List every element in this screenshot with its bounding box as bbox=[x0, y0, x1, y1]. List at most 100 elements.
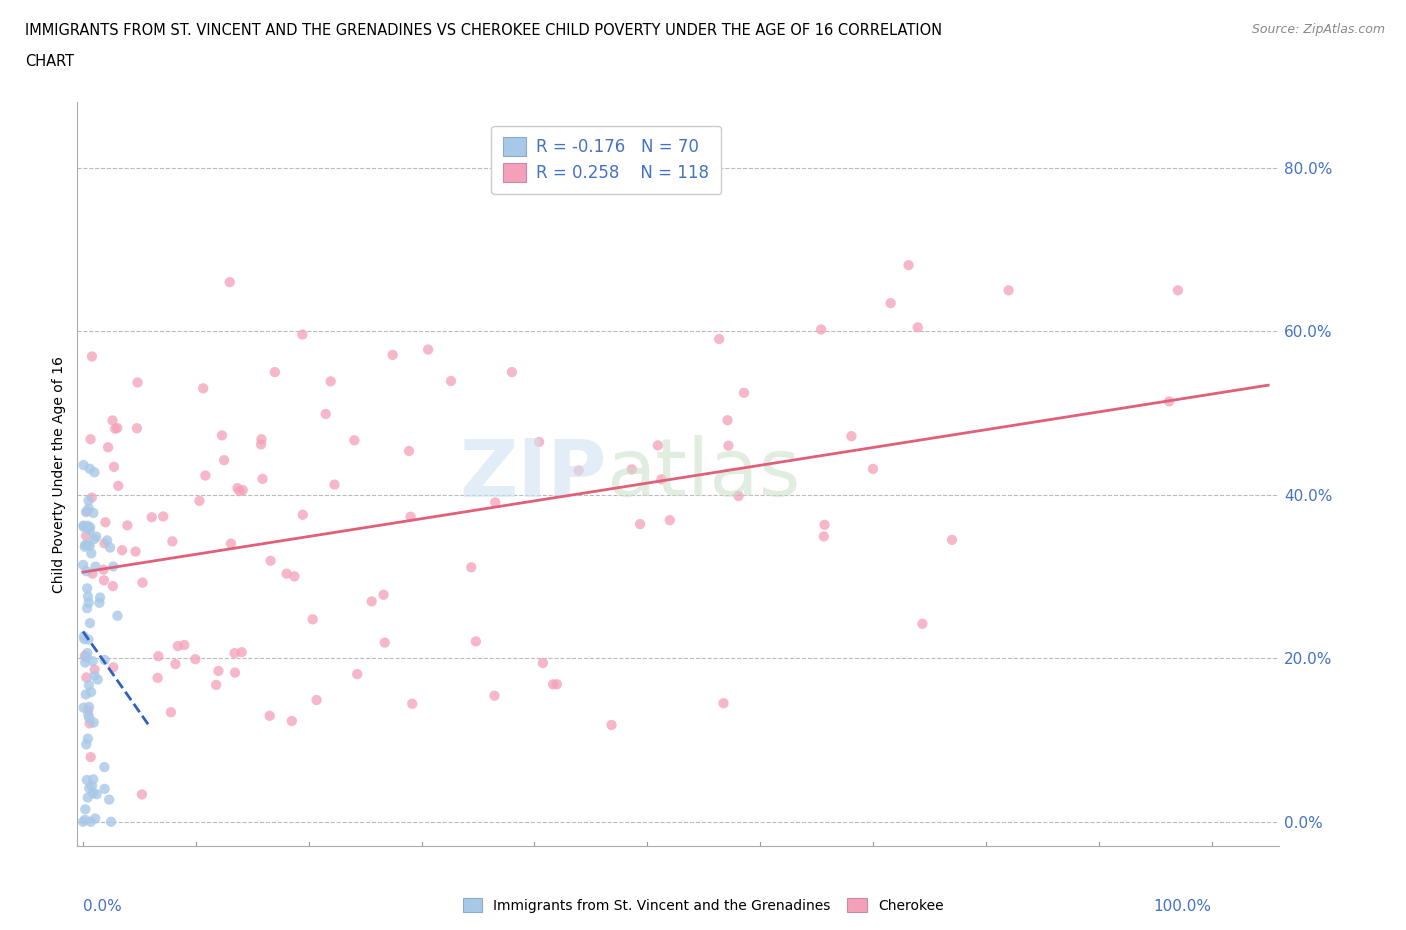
Point bbox=[250, 437, 273, 452]
Point bbox=[381, 348, 404, 363]
Point bbox=[131, 575, 153, 590]
Point bbox=[810, 322, 832, 337]
Text: CHART: CHART bbox=[25, 54, 75, 69]
Point bbox=[93, 781, 115, 796]
Point bbox=[193, 381, 215, 396]
Point bbox=[911, 617, 934, 631]
Point bbox=[620, 462, 643, 477]
Point bbox=[319, 374, 342, 389]
Point bbox=[440, 374, 463, 389]
Point bbox=[104, 421, 127, 436]
Point bbox=[897, 258, 920, 272]
Point bbox=[73, 648, 96, 663]
Point bbox=[103, 459, 125, 474]
Point bbox=[72, 518, 94, 533]
Point bbox=[79, 538, 101, 553]
Point bbox=[228, 484, 250, 498]
Point bbox=[647, 438, 669, 453]
Point bbox=[82, 786, 104, 801]
Point bbox=[79, 432, 101, 446]
Point bbox=[1167, 283, 1189, 298]
Point bbox=[124, 544, 146, 559]
Point bbox=[73, 631, 96, 646]
Point bbox=[75, 687, 97, 702]
Point bbox=[89, 595, 111, 610]
Point bbox=[716, 413, 738, 428]
Point bbox=[79, 523, 101, 538]
Point bbox=[464, 634, 486, 649]
Point bbox=[86, 672, 108, 687]
Point bbox=[77, 595, 100, 610]
Point bbox=[72, 458, 94, 472]
Point bbox=[127, 375, 149, 390]
Point bbox=[105, 420, 128, 435]
Point bbox=[75, 655, 97, 670]
Point bbox=[111, 543, 134, 558]
Point bbox=[224, 645, 246, 660]
Point bbox=[117, 518, 139, 533]
Point bbox=[399, 510, 422, 525]
Point bbox=[76, 601, 98, 616]
Point bbox=[77, 711, 100, 725]
Point bbox=[82, 654, 104, 669]
Point bbox=[707, 332, 730, 347]
Point bbox=[305, 693, 328, 708]
Point bbox=[226, 481, 249, 496]
Point bbox=[374, 635, 396, 650]
Point bbox=[484, 495, 506, 510]
Point bbox=[323, 477, 346, 492]
Point bbox=[281, 713, 304, 728]
Point bbox=[77, 708, 100, 723]
Point bbox=[76, 518, 98, 533]
Point bbox=[717, 438, 740, 453]
Point bbox=[86, 787, 108, 802]
Point bbox=[283, 569, 305, 584]
Point bbox=[165, 657, 187, 671]
Text: Source: ZipAtlas.com: Source: ZipAtlas.com bbox=[1251, 23, 1385, 36]
Text: IMMIGRANTS FROM ST. VINCENT AND THE GRENADINES VS CHEROKEE CHILD POVERTY UNDER T: IMMIGRANTS FROM ST. VINCENT AND THE GREN… bbox=[25, 23, 942, 38]
Point bbox=[82, 772, 104, 787]
Point bbox=[259, 709, 281, 724]
Point bbox=[658, 512, 681, 527]
Point bbox=[83, 662, 105, 677]
Point bbox=[75, 670, 97, 684]
Point bbox=[879, 296, 901, 311]
Point bbox=[77, 703, 100, 718]
Point bbox=[77, 699, 100, 714]
Point bbox=[77, 589, 100, 604]
Point bbox=[997, 283, 1019, 298]
Point bbox=[600, 718, 623, 733]
Point bbox=[373, 588, 395, 603]
Point bbox=[80, 349, 103, 364]
Point bbox=[75, 538, 97, 552]
Point bbox=[194, 468, 217, 483]
Point bbox=[650, 472, 672, 486]
Point bbox=[73, 519, 96, 534]
Point bbox=[146, 671, 169, 685]
Point bbox=[162, 534, 184, 549]
Legend: Immigrants from St. Vincent and the Grenadines, Cherokee: Immigrants from St. Vincent and the Gren… bbox=[457, 893, 949, 919]
Point bbox=[80, 750, 103, 764]
Point bbox=[77, 632, 100, 647]
Text: atlas: atlas bbox=[606, 435, 800, 513]
Point bbox=[93, 573, 115, 588]
Text: 0.0%: 0.0% bbox=[83, 899, 122, 914]
Point bbox=[101, 578, 124, 593]
Point bbox=[82, 566, 104, 581]
Point bbox=[418, 342, 440, 357]
Point bbox=[152, 509, 174, 524]
Point bbox=[727, 488, 749, 503]
Point bbox=[360, 594, 382, 609]
Point bbox=[941, 532, 963, 547]
Point bbox=[628, 517, 651, 532]
Text: 100.0%: 100.0% bbox=[1154, 899, 1212, 914]
Point bbox=[93, 563, 115, 578]
Point bbox=[131, 787, 153, 802]
Point bbox=[107, 478, 129, 493]
Point bbox=[72, 815, 94, 830]
Point bbox=[218, 274, 240, 289]
Point bbox=[276, 566, 298, 581]
Point bbox=[76, 504, 98, 519]
Point bbox=[546, 677, 568, 692]
Point bbox=[76, 521, 98, 536]
